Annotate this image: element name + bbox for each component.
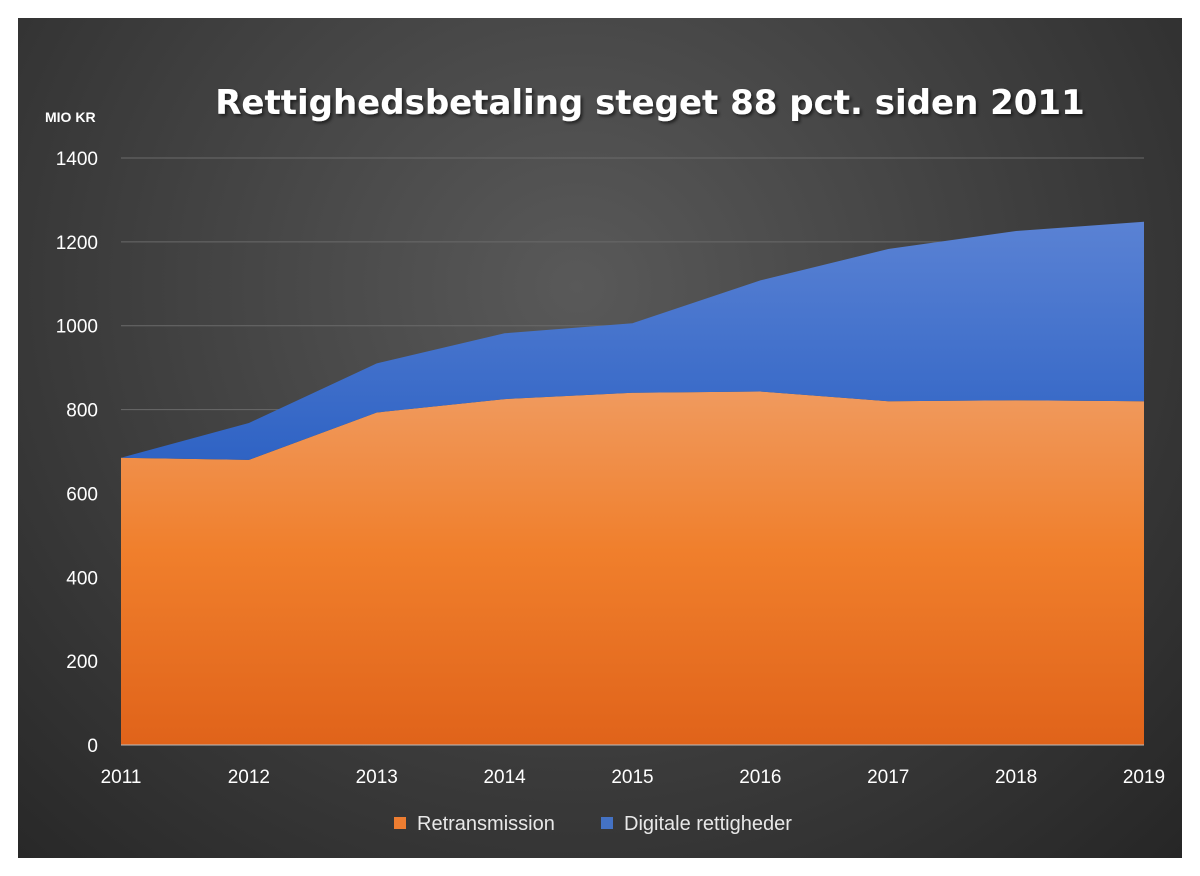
area-retransmission	[121, 391, 1144, 745]
x-tick-label: 2014	[483, 767, 526, 788]
x-tick-label: 2015	[611, 767, 653, 788]
legend-label: Retransmission	[417, 813, 555, 835]
legend-swatch	[601, 817, 613, 829]
area-series-layer	[121, 221, 1144, 746]
y-tick-label: 800	[66, 401, 98, 422]
chart-title: Rettighedsbetaling steget 88 pct. siden …	[215, 83, 1085, 123]
x-tick-label: 2011	[101, 767, 142, 788]
x-tick-label: 2017	[867, 767, 909, 788]
y-tick-label: 200	[66, 652, 98, 673]
y-tick-label: 1000	[56, 317, 98, 338]
x-tick-label: 2018	[995, 767, 1037, 788]
y-tick-label: 600	[66, 484, 98, 505]
y-tick-label: 0	[87, 736, 98, 757]
y-axis-unit-label: MIO KR	[45, 109, 96, 125]
x-tick-label: 2016	[739, 767, 781, 788]
y-tick-label: 400	[66, 568, 98, 589]
y-tick-label: 1400	[56, 149, 98, 170]
y-axis-ticks: 0 200 400 600 800 1000 1200 1400	[56, 149, 98, 757]
x-axis-ticks: 2011 2012 2013 2014 2015 2016 2017 2018 2019	[101, 767, 1166, 788]
x-tick-label: 2019	[1123, 767, 1165, 788]
legend-label: Digitale rettigheder	[624, 813, 792, 835]
area-digitale-rettigheder	[121, 221, 1144, 460]
x-tick-label: 2013	[356, 767, 398, 788]
y-tick-label: 1200	[56, 233, 98, 254]
legend-swatch	[394, 817, 406, 829]
legend: Retransmission Digitale rettigheder	[394, 813, 792, 835]
x-tick-label: 2012	[228, 767, 270, 788]
